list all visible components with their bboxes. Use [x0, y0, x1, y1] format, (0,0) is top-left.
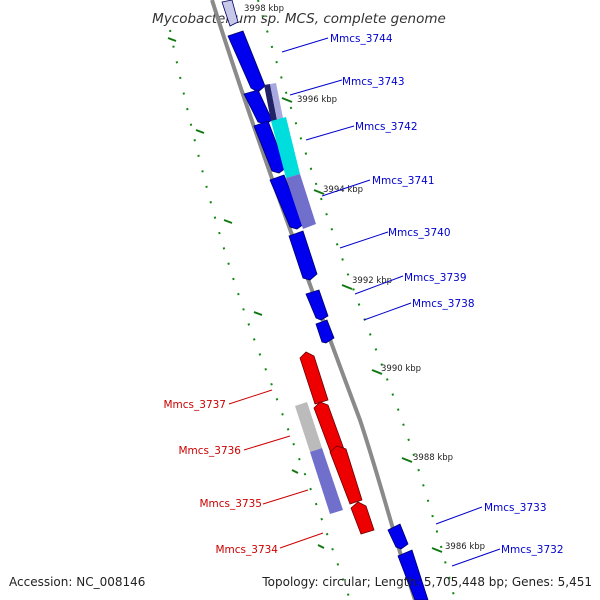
scale-label-3988: 3988 kbp: [413, 453, 453, 463]
gene-arrow-mmcs-3738: [315, 319, 335, 344]
feature-block-lavender: [270, 83, 283, 120]
scale-ticks: [167, 37, 443, 553]
scale-label-3986: 3986 kbp: [445, 542, 485, 552]
gene-arrow-mmcs-3741: [269, 174, 305, 230]
gene-label-mmcs-3743[interactable]: Mmcs_3743: [342, 76, 405, 88]
map-title: Mycobacterium sp. MCS, complete genome: [152, 11, 446, 27]
gene-label-mmcs-3737[interactable]: Mmcs_3737: [163, 399, 226, 411]
feature-block-cyan: [271, 117, 300, 178]
gene-arrow-top-grey: [221, 0, 239, 27]
gene-label-mmcs-3733[interactable]: Mmcs_3733: [484, 502, 547, 514]
gene-label-mmcs-3735[interactable]: Mmcs_3735: [199, 498, 262, 510]
gene-label-mmcs-3732[interactable]: Mmcs_3732: [501, 544, 564, 556]
gene-arrow-mmcs-3733: [387, 523, 409, 550]
gene-arrow-mmcs-3735: [329, 445, 363, 505]
gene-label-mmcs-3736[interactable]: Mmcs_3736: [178, 445, 241, 457]
gene-label-mmcs-3741[interactable]: Mmcs_3741: [372, 175, 435, 187]
gene-label-mmcs-3744[interactable]: Mmcs_3744: [330, 33, 393, 45]
scale-label-3992: 3992 kbp: [352, 276, 392, 286]
gene-arrow-mmcs-3740: [288, 230, 318, 281]
gene-label-mmcs-3734[interactable]: Mmcs_3734: [215, 544, 278, 556]
feature-block-purple-lower: [310, 448, 343, 514]
gene-arrow-mmcs-3737: [299, 351, 329, 405]
scale-label-3998: 3998 kbp: [244, 4, 284, 14]
reverse-label-leaders: [228, 389, 324, 549]
scale-label-3994: 3994 kbp: [323, 185, 363, 195]
scale-label-3990: 3990 kbp: [381, 364, 421, 374]
genome-summary: Topology: circular; Length: 5,705,448 bp…: [261, 575, 592, 589]
gene-label-mmcs-3740[interactable]: Mmcs_3740: [388, 227, 451, 239]
feature-block-purple: [286, 174, 316, 229]
gene-arrow-mmcs-3743: [243, 89, 273, 125]
scale-label-3996: 3996 kbp: [297, 95, 337, 105]
gene-arrow-mmcs-3732: [397, 549, 429, 600]
gene-label-mmcs-3738[interactable]: Mmcs_3738: [412, 298, 475, 310]
forward-label-leaders: [281, 37, 501, 567]
genome-backbone: [210, 0, 417, 600]
accession-label: Accession: NC_008146: [9, 575, 145, 589]
reverse-gene-track: [299, 351, 375, 535]
gene-arrow-mmcs-3742: [253, 120, 287, 174]
gene-label-mmcs-3739[interactable]: Mmcs_3739: [404, 272, 467, 284]
forward-gene-track: [221, 0, 429, 600]
gene-arrow-mmcs-3744: [227, 30, 266, 93]
feature-block-navy: [264, 84, 277, 121]
feature-block-grey-lower: [295, 402, 322, 452]
feature-track-outer: [264, 83, 343, 514]
gene-arrow-mmcs-3734: [350, 501, 375, 535]
gene-arrow-mmcs-3739: [305, 289, 329, 321]
gene-arrow-mmcs-3736: [313, 401, 346, 457]
gene-label-mmcs-3742[interactable]: Mmcs_3742: [355, 121, 418, 133]
